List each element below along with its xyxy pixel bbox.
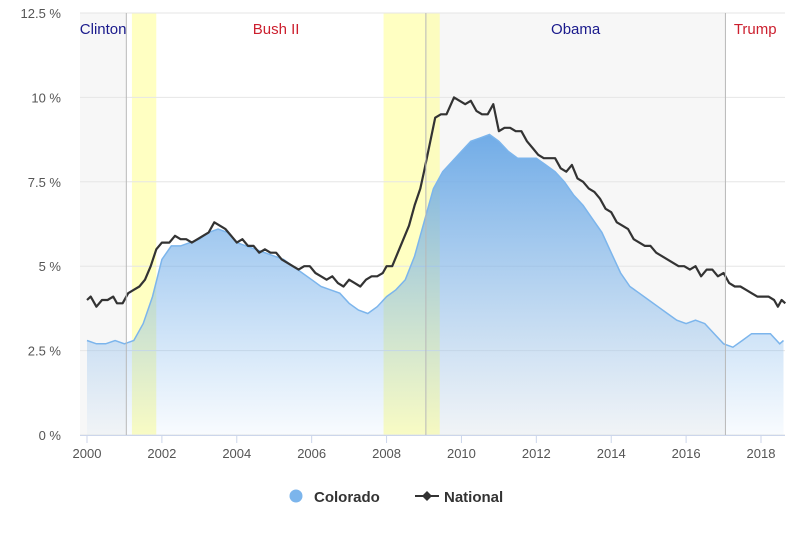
x-tick-label: 2000 — [73, 446, 102, 461]
legend-national-label[interactable]: National — [444, 489, 503, 506]
legend[interactable]: Colorado National — [289, 489, 504, 506]
y-tick-label: 0 % — [39, 428, 62, 443]
era-labels: Clinton Bush II Obama Trump — [80, 21, 777, 38]
era-label-clinton: Clinton — [80, 21, 127, 38]
x-tick-label: 2008 — [372, 446, 401, 461]
series-national-line — [86, 96, 787, 308]
legend-national-marker — [422, 491, 432, 501]
era-label-trump: Trump — [734, 21, 777, 38]
era-dividers — [125, 13, 726, 435]
series-colorado-area — [87, 134, 784, 435]
era-label-bush-ii: Bush II — [253, 21, 300, 38]
legend-colorado-label[interactable]: Colorado — [314, 489, 380, 506]
era-label-obama: Obama — [551, 21, 601, 38]
axes: 0 % 2.5 % 5 % 7.5 % 10 % 12.5 % 2000 2002 2004 20… — [21, 6, 785, 461]
y-tick-label: 5 % — [39, 259, 62, 274]
x-tick-label: 2012 — [522, 446, 551, 461]
x-tick-label: 2014 — [597, 446, 626, 461]
x-tick-label: 2010 — [447, 446, 476, 461]
y-tick-label: 10 % — [31, 90, 61, 105]
x-tick-label: 2006 — [297, 446, 326, 461]
series-area — [86, 96, 787, 435]
x-tick-label: 2002 — [147, 446, 176, 461]
y-tick-label: 12.5 % — [21, 6, 62, 21]
y-tick-label: 7.5 % — [28, 175, 62, 190]
x-tick-label: 2004 — [222, 446, 251, 461]
x-tick-label: 2018 — [747, 446, 776, 461]
x-tick-label: 2016 — [672, 446, 701, 461]
legend-colorado-marker — [289, 489, 303, 503]
y-tick-label: 2.5 % — [28, 344, 62, 359]
